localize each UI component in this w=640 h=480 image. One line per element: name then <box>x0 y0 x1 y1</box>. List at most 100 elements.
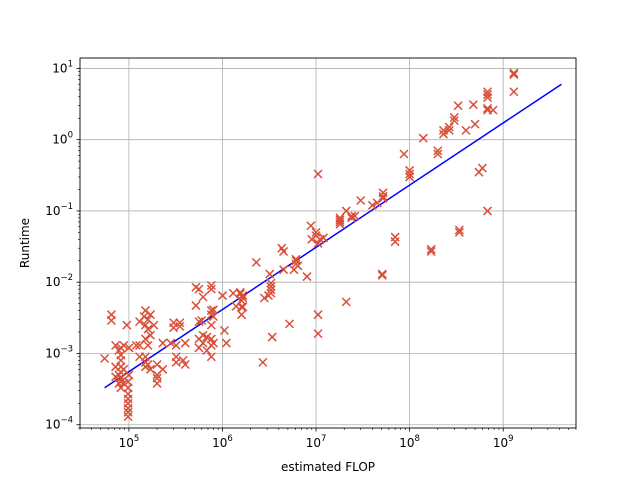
data-point <box>238 291 248 301</box>
data-point <box>238 302 248 312</box>
data-point <box>438 129 449 139</box>
data-point <box>509 68 519 78</box>
data-point <box>152 378 162 388</box>
data-point <box>405 172 415 182</box>
x-tick-label: 109 <box>493 434 514 450</box>
data-point <box>350 211 360 221</box>
data-point <box>258 357 268 367</box>
data-point <box>488 105 498 115</box>
data-point <box>377 269 387 279</box>
data-point <box>378 191 388 201</box>
y-tick-label: 10−1 <box>45 202 73 218</box>
data-point <box>221 338 231 348</box>
data-point <box>306 221 316 231</box>
data-point <box>279 246 289 256</box>
data-point <box>123 407 133 417</box>
data-point <box>266 281 276 292</box>
data-point <box>206 280 216 291</box>
data-point <box>356 195 366 206</box>
data-point <box>111 340 121 350</box>
data-point <box>477 163 487 173</box>
data-point <box>454 225 464 235</box>
data-point <box>143 359 153 370</box>
data-point <box>198 292 208 302</box>
data-point <box>122 320 132 330</box>
data-point <box>124 370 134 380</box>
data-point <box>208 311 218 322</box>
data-points <box>100 68 519 422</box>
data-point <box>206 320 216 330</box>
data-point <box>265 269 275 279</box>
data-point <box>123 412 133 422</box>
data-point <box>335 219 345 229</box>
data-point <box>426 246 436 256</box>
data-point <box>279 265 289 275</box>
data-point <box>284 319 295 329</box>
data-point <box>206 284 216 294</box>
data-point <box>197 315 207 326</box>
data-point <box>482 206 493 216</box>
data-point <box>318 233 328 243</box>
data-point <box>426 244 436 254</box>
data-point <box>509 70 519 80</box>
data-point <box>313 169 323 179</box>
data-point <box>145 330 156 340</box>
data-point <box>116 355 126 365</box>
data-point <box>418 133 428 143</box>
data-point <box>313 310 323 320</box>
grid-lines <box>80 58 576 428</box>
data-point <box>217 291 228 301</box>
data-point <box>259 293 269 303</box>
data-point <box>482 90 493 100</box>
data-point <box>313 329 323 339</box>
data-point <box>119 340 129 350</box>
data-point <box>208 338 218 348</box>
data-point <box>206 352 216 362</box>
data-point <box>302 272 312 282</box>
data-point <box>124 343 134 353</box>
data-point <box>123 403 133 413</box>
data-point <box>191 301 201 311</box>
x-tick-label: 108 <box>399 434 420 450</box>
fit-line <box>104 83 562 389</box>
data-point <box>405 165 415 175</box>
data-point <box>468 100 478 110</box>
fit-line-layer <box>104 83 562 389</box>
data-point <box>171 357 181 367</box>
data-point <box>367 200 377 210</box>
y-axis-label: Runtime <box>18 218 32 268</box>
data-point <box>405 169 415 179</box>
y-tick-label: 100 <box>52 131 73 147</box>
x-tick-label: 106 <box>212 434 233 450</box>
plot-frame <box>79 57 577 429</box>
data-point <box>453 101 463 111</box>
data-point <box>482 103 493 113</box>
data-point <box>131 340 141 350</box>
data-point <box>228 288 238 298</box>
data-point <box>175 321 185 331</box>
data-point <box>449 112 459 122</box>
data-point <box>335 217 345 227</box>
data-point <box>175 318 185 328</box>
x-tick-label: 107 <box>306 434 327 450</box>
data-point <box>158 364 168 374</box>
data-point <box>166 338 176 348</box>
data-point <box>219 325 230 336</box>
data-point <box>266 288 276 298</box>
data-point <box>267 332 277 342</box>
data-point <box>444 125 454 135</box>
data-point <box>116 373 126 383</box>
data-point <box>140 320 150 330</box>
data-point <box>237 302 247 312</box>
data-point <box>454 227 464 237</box>
data-point <box>143 340 153 350</box>
x-tick-label: 105 <box>119 434 140 450</box>
data-point <box>311 227 321 237</box>
data-point <box>444 122 454 132</box>
data-point <box>293 261 303 271</box>
data-point <box>194 317 204 327</box>
data-point <box>266 285 276 295</box>
y-tick-label: 10−2 <box>45 273 73 289</box>
data-point <box>347 211 357 221</box>
